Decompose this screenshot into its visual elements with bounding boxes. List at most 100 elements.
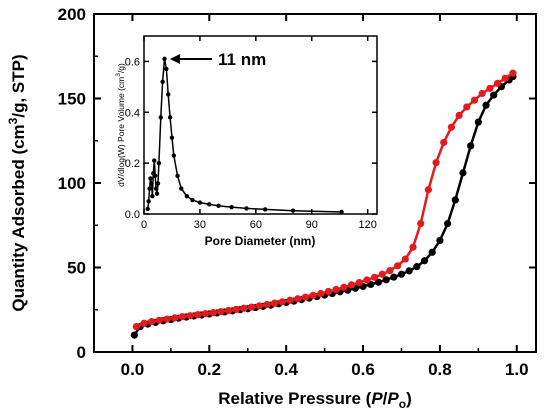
main-series-point-0 [474,118,482,126]
main-series-point-0 [130,331,138,339]
main-series-point-1 [155,316,163,324]
main-series-point-1 [370,273,379,281]
inset-series-point-0 [290,208,296,213]
main-series-point-0 [482,101,490,109]
main-series-point-1 [301,293,309,301]
inset-x-tick-label: 120 [359,219,377,231]
main-series-point-1 [463,103,471,111]
inset-series-point-0 [229,204,234,210]
inset-x-tick-label: 30 [194,219,206,231]
main-series-point-0 [444,219,452,228]
main-series-point-1 [417,219,425,228]
main-series-point-1 [478,89,486,98]
main-y-tick-label: 200 [58,5,86,24]
main-series-point-1 [201,310,210,318]
main-x-tick-label: 0.0 [121,360,145,379]
main-series-point-1 [294,295,302,303]
main-series-point-1 [178,313,186,321]
main-series-point-1 [263,300,271,309]
main-series-point-0 [420,257,429,265]
main-x-tick-label: 0.4 [274,360,298,379]
main-series-point-0 [405,267,413,275]
main-series-point-1 [493,79,502,87]
inset-series-point-0 [145,206,150,212]
main-series-point-1 [486,84,494,92]
inset-y-axis-label: dV/dlog(W) Pore Volume (cm3/g) [115,63,126,187]
main-x-tick-label: 0.2 [197,360,221,379]
inset-series-point-0 [146,199,151,204]
inset-series-point-0 [175,173,180,179]
main-series-point-0 [382,276,390,284]
main-x-tick-label: 1.0 [505,360,529,379]
inset-plot-frame [143,35,378,215]
main-series-point-1 [278,298,286,306]
inset-series-point-0 [197,200,203,205]
main-series-point-0 [436,236,444,245]
main-series-point-1 [271,299,279,307]
inset-x-tick-label: 0 [141,219,147,231]
inset-series-point-0 [169,135,175,140]
inset-series-point-0 [148,176,153,181]
main-series-point-1 [378,270,386,278]
main-series-point-0 [451,196,459,204]
main-series-point-1 [470,96,479,104]
inset-series-point-0 [150,194,155,199]
main-series-point-1 [317,289,325,298]
inset-series-point-0 [171,153,177,158]
main-series-point-1 [340,283,348,291]
main-series-point-1 [186,312,194,320]
main-series-point-1 [363,276,371,284]
main-series-point-1 [509,69,517,77]
main-series-point-1 [386,266,394,275]
inset-series-point-0 [179,186,184,191]
inset-series-point-0 [339,209,344,215]
main-series-point-0 [459,169,467,177]
main-x-tick-label: 0.6 [351,360,375,379]
inset-series-group [145,56,344,215]
main-series-point-1 [455,111,463,119]
main-y-tick-label: 50 [67,259,86,278]
main-series-point-1 [347,281,356,289]
main-series-point-1 [440,138,448,147]
inset-series-point-0 [162,56,167,62]
main-series-point-0 [490,91,498,99]
inset-x-tick-label: 90 [306,219,318,231]
main-series-point-1 [132,323,140,331]
inset-series-point-0 [149,181,154,186]
main-series-point-1 [409,243,417,251]
main-series-point-0 [467,142,475,150]
main-series-point-1 [140,319,148,327]
main-y-tick-label: 0 [77,343,86,362]
main-series-point-1 [148,317,156,326]
main-series-point-1 [240,304,248,312]
inset-series-point-0 [207,202,212,207]
main-series-point-1 [355,278,363,287]
main-series-point-1 [209,309,217,317]
inset-series-point-0 [154,191,160,196]
inset-series-point-0 [167,115,173,120]
inset-series-point-0 [160,79,165,84]
inset-series-point-0 [152,158,157,163]
inset-y-tick-label: 0.0 [125,209,140,221]
main-series-point-1 [424,186,432,194]
main-series-point-1 [163,315,171,323]
main-series-point-0 [397,270,406,278]
inset-series-point-0 [164,66,169,72]
main-series-point-1 [501,74,509,82]
main-x-tick-label: 0.8 [428,360,452,379]
main-series-point-0 [413,263,421,271]
inset-series-point-0 [147,186,152,191]
main-series-point-1 [324,287,333,296]
main-x-axis-label: Relative Pressure (P/Po) [218,389,412,411]
inset-series-point-0 [158,115,163,120]
main-series-point-0 [374,278,383,286]
inset-axes: 0 30 60 90 120 0.0 0.2 0.4 0.6 [125,36,377,231]
inset-series-point-0 [155,181,161,186]
inset-series-point-0 [166,92,171,97]
main-series-point-1 [224,306,233,315]
main-series-point-1 [432,159,440,167]
inset-y-tick-label: 0.2 [125,158,140,170]
main-series-point-1 [247,303,256,311]
main-y-axis-label: Quantity Adsorbed (cm3/g, STP) [6,54,28,311]
